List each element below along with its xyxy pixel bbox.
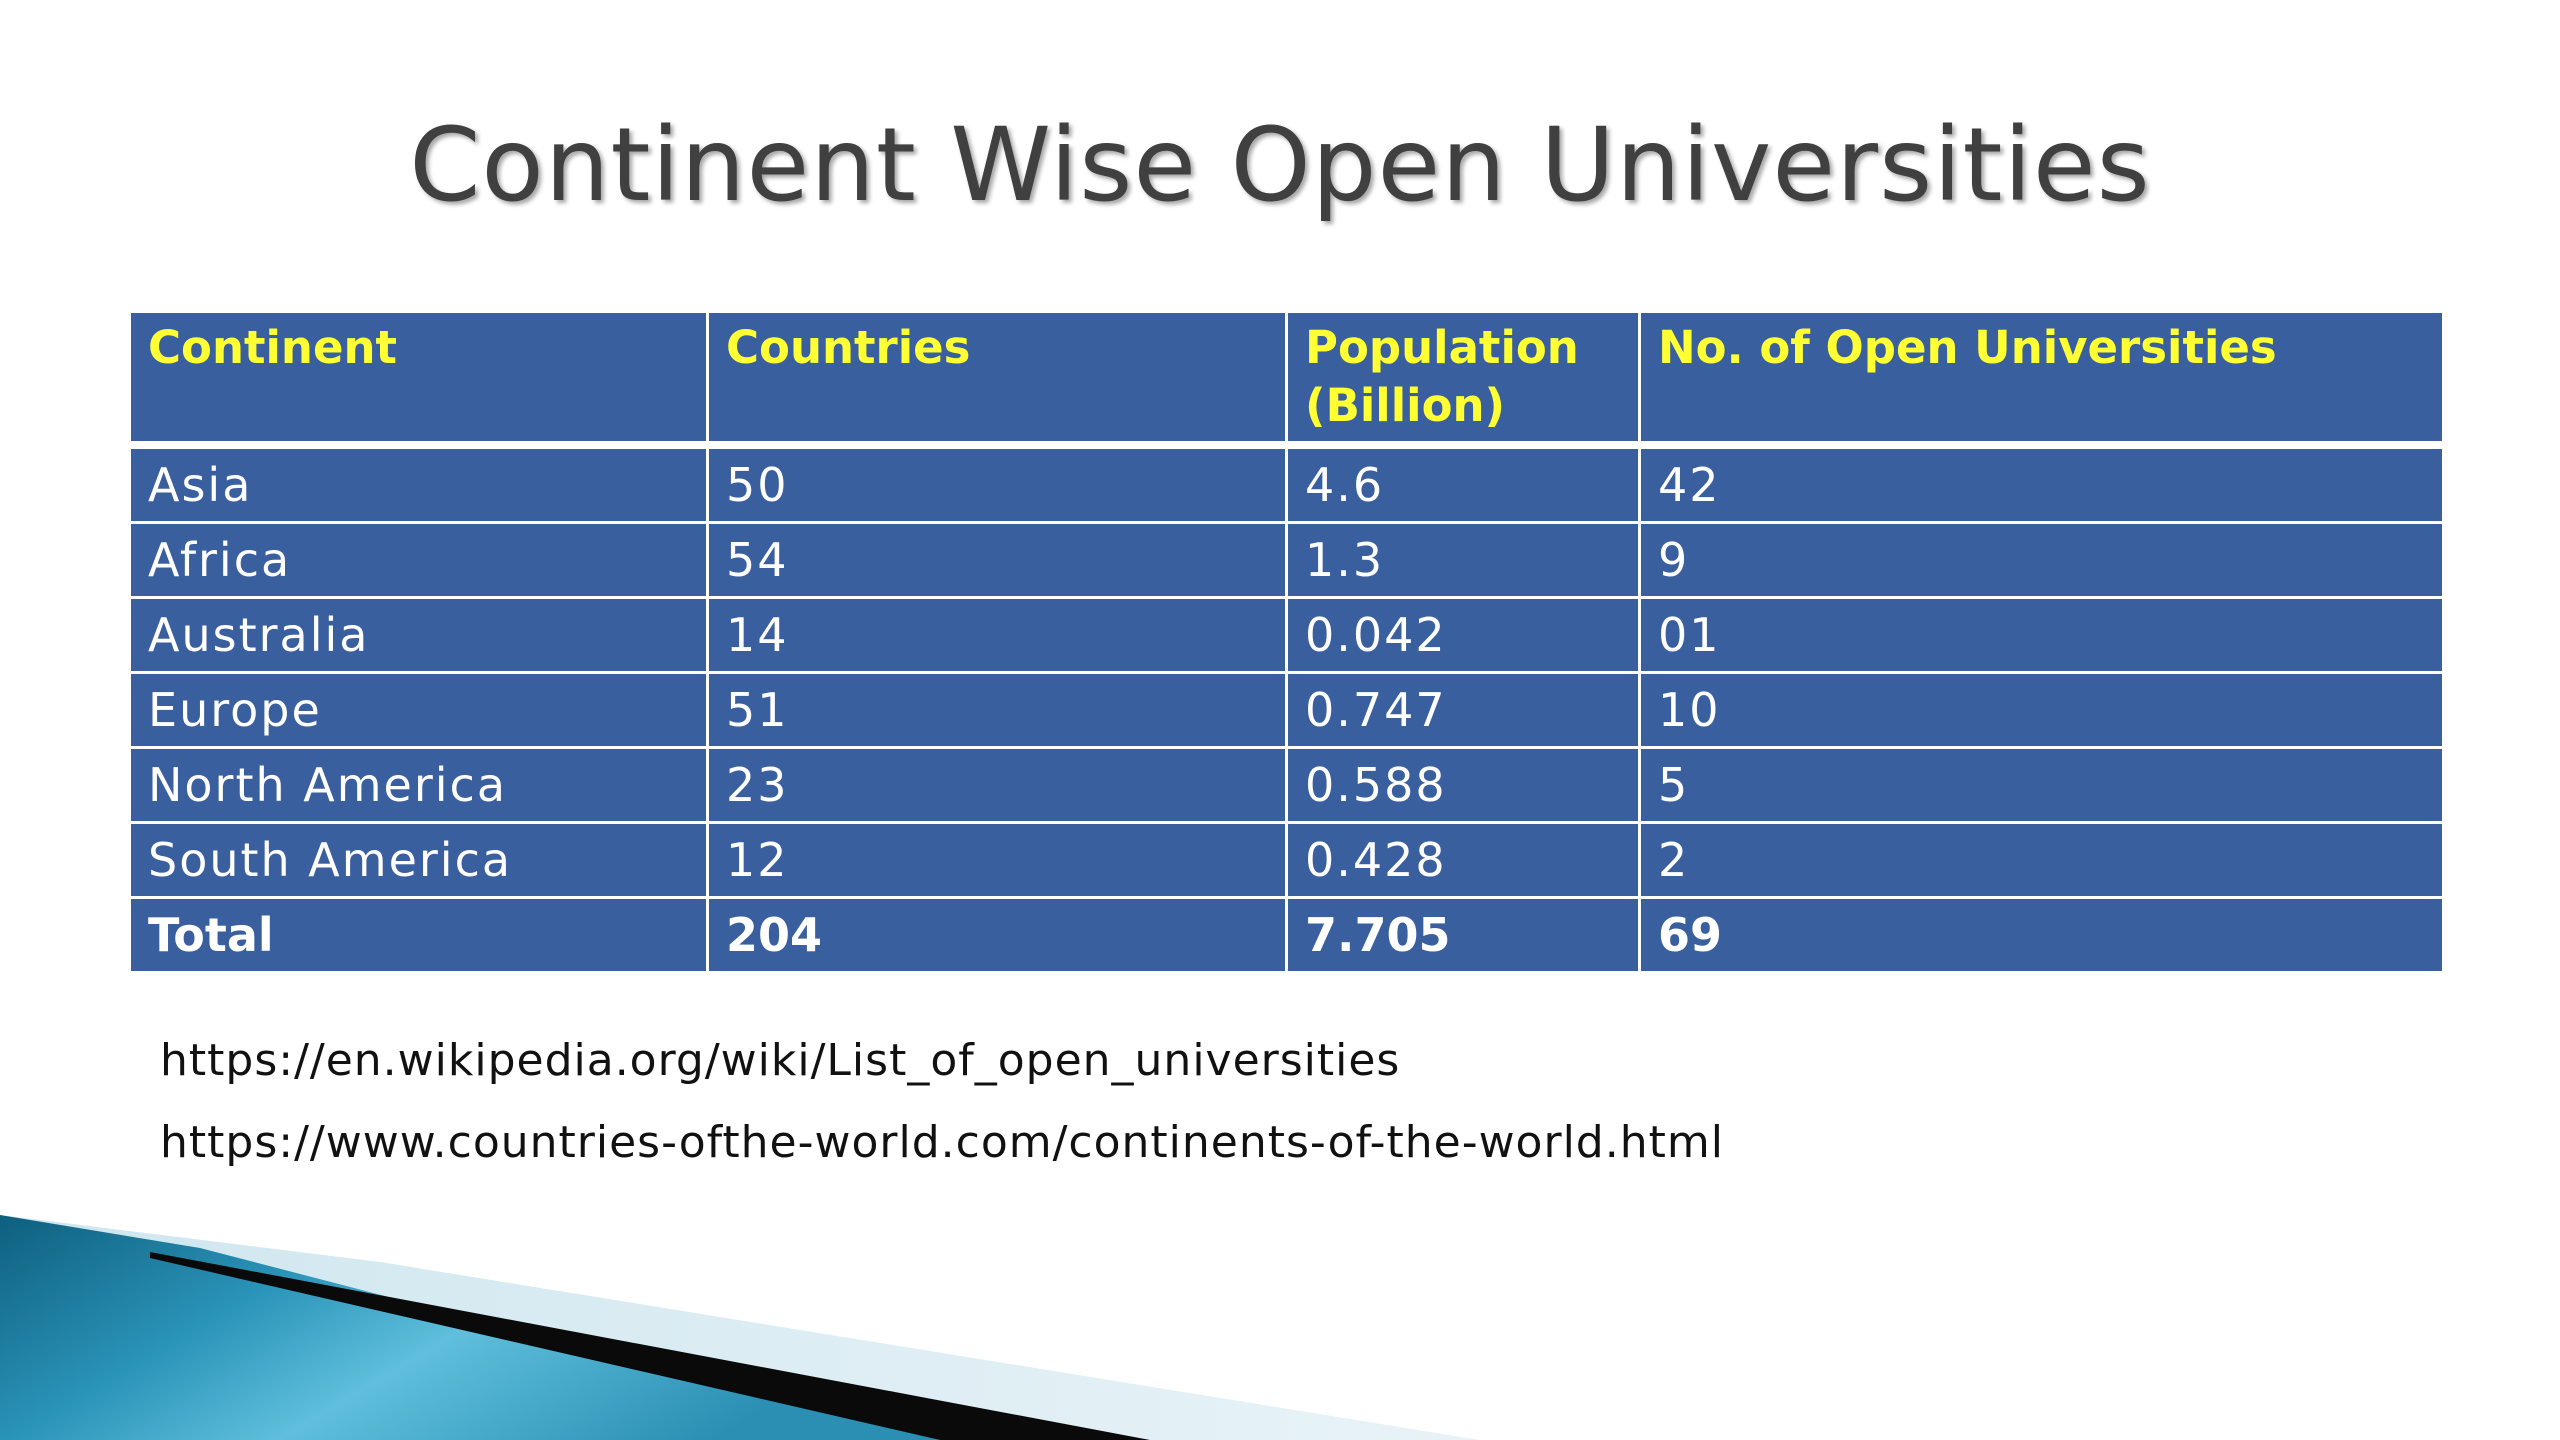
table-header-row: Continent Countries Population (Billion)… (128, 313, 2445, 449)
total-label: Total (128, 896, 709, 974)
cell-continent: Asia (128, 443, 709, 524)
cell-continent: Australia (128, 596, 709, 674)
cell-open-universities: 5 (1638, 746, 2445, 824)
header-population: Population (Billion) (1285, 313, 1641, 449)
cell-population: 1.3 (1285, 521, 1641, 599)
data-table: Continent Countries Population (Billion)… (128, 313, 2445, 974)
table-total-row: Total 204 7.705 69 (128, 896, 2445, 974)
total-open-universities: 69 (1638, 896, 2445, 974)
cell-countries: 12 (706, 821, 1288, 899)
source-link-countries: https://www.countries-ofthe-world.com/co… (160, 1117, 1724, 1168)
cell-continent: Africa (128, 521, 709, 599)
table-row: Africa 54 1.3 9 (128, 521, 2445, 599)
cell-countries: 50 (706, 443, 1288, 524)
cell-open-universities: 01 (1638, 596, 2445, 674)
source-link-wikipedia: https://en.wikipedia.org/wiki/List_of_op… (160, 1035, 1401, 1086)
table-row: Australia 14 0.042 01 (128, 596, 2445, 674)
cell-open-universities: 2 (1638, 821, 2445, 899)
table-row: Europe 51 0.747 10 (128, 671, 2445, 749)
cell-countries: 54 (706, 521, 1288, 599)
table-row: Asia 50 4.6 42 (128, 443, 2445, 524)
cell-countries: 14 (706, 596, 1288, 674)
header-countries: Countries (706, 313, 1288, 449)
cell-population: 0.042 (1285, 596, 1641, 674)
cell-continent: Europe (128, 671, 709, 749)
cell-population: 0.588 (1285, 746, 1641, 824)
table-row: North America 23 0.588 5 (128, 746, 2445, 824)
source-list: https://en.wikipedia.org/wiki/List_of_op… (160, 1030, 1724, 1194)
cell-countries: 51 (706, 671, 1288, 749)
cell-open-universities: 10 (1638, 671, 2445, 749)
table-row: South America 12 0.428 2 (128, 821, 2445, 899)
cell-countries: 23 (706, 746, 1288, 824)
cell-population: 0.428 (1285, 821, 1641, 899)
cell-population: 0.747 (1285, 671, 1641, 749)
cell-population: 4.6 (1285, 443, 1641, 524)
total-population: 7.705 (1285, 896, 1641, 974)
cell-continent: South America (128, 821, 709, 899)
cell-open-universities: 42 (1638, 443, 2445, 524)
cell-open-universities: 9 (1638, 521, 2445, 599)
cell-continent: North America (128, 746, 709, 824)
total-countries: 204 (706, 896, 1288, 974)
header-continent: Continent (128, 313, 709, 449)
slide-title: Continent Wise Open Universities (409, 106, 2151, 225)
header-open-universities: No. of Open Universities (1638, 313, 2445, 449)
